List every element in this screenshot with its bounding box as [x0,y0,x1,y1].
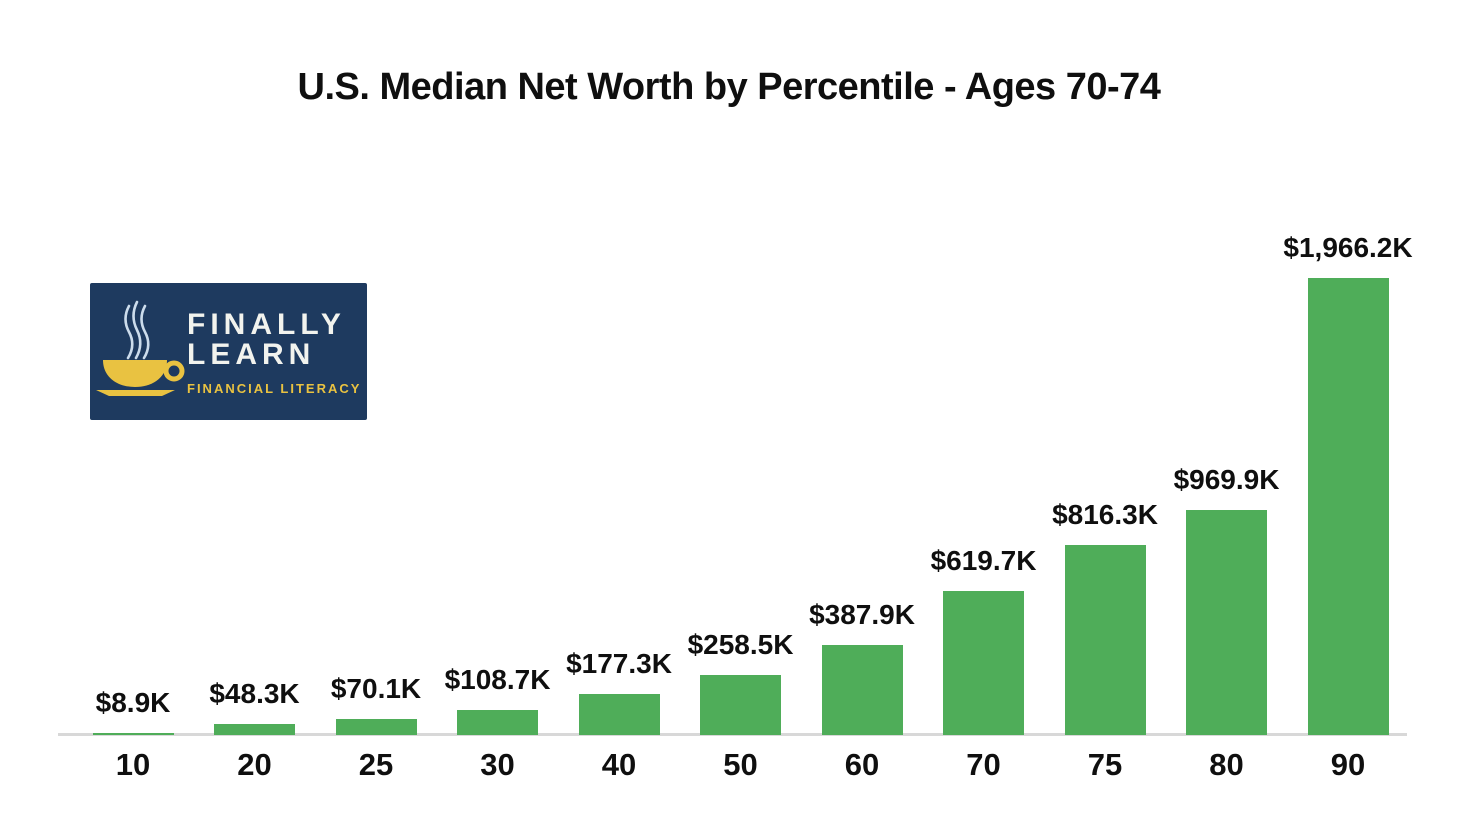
bar-value-label-p20: $48.3K [209,678,300,709]
steam-lines [124,300,150,360]
bar-value-label-p10: $8.9K [95,687,171,718]
logo-word-finally: FINALLY [187,308,346,341]
bar-p30 [457,710,538,735]
x-tick-label-p40: 40 [601,747,637,782]
bar-p80 [1186,510,1267,735]
bar-p10 [92,733,174,735]
bar-p70 [943,591,1024,735]
logo-text-block: FINALLY LEARN FINANCIAL LITERACY [187,308,362,397]
bar-p25 [335,719,417,735]
bar-value-label-p30: $108.7K [444,664,551,695]
x-tick-label-p80: 80 [1209,747,1244,782]
bar-value-label-p70: $619.7K [930,545,1037,576]
x-tick-label-p90: 90 [1330,747,1366,782]
bar-p20 [214,724,295,735]
x-tick-label-p70: 70 [966,747,1001,782]
x-tick-label-p10: 10 [115,747,151,782]
bar-value-label-p25: $70.1K [330,673,422,704]
coffee-cup-icon [96,300,185,396]
bar-p40 [578,694,660,735]
cup-shape [96,360,185,396]
x-tick-label-p25: 25 [358,747,394,782]
bar-p90 [1307,278,1389,735]
bar-value-label-p50: $258.5K [687,629,794,660]
logo-tagline: FINANCIAL LITERACY [187,381,362,396]
chart-title: U.S. Median Net Worth by Percentile - Ag… [297,66,1161,108]
x-tick-label-p75: 75 [1087,747,1123,782]
finally-learn-logo: FINALLY LEARN FINANCIAL LITERACY [90,283,367,420]
logo-word-learn: LEARN [187,338,316,371]
bar-value-label-p60: $387.9K [809,599,915,630]
bar-value-label-p75: $816.3K [1052,499,1158,530]
bar-p60 [821,645,903,735]
bar-p50 [700,675,781,735]
bar-value-label-p80: $969.9K [1173,464,1280,495]
x-tick-label-p20: 20 [237,747,272,782]
bar-value-label-p40: $177.3K [566,648,672,679]
x-tick-label-p50: 50 [723,747,758,782]
x-tick-label-p60: 60 [844,747,880,782]
bar-value-label-p90: $1,966.2K [1283,232,1413,263]
bar-p75 [1064,545,1146,735]
x-tick-label-p30: 30 [480,747,515,782]
